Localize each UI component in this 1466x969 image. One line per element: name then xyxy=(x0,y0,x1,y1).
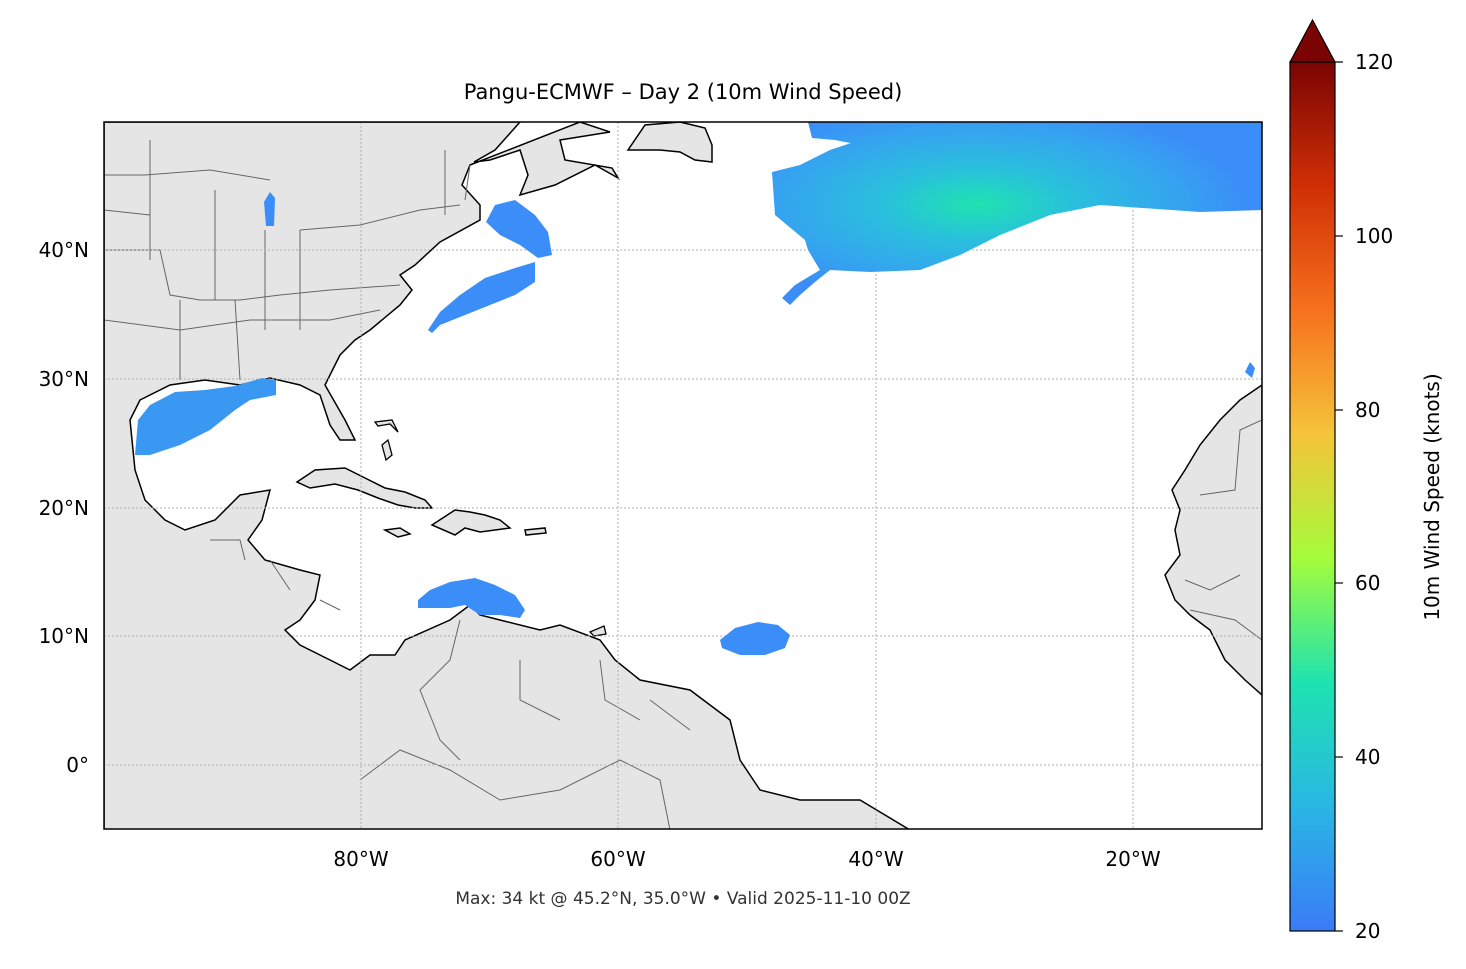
land-jamaica xyxy=(382,527,412,538)
wind-region-north-atlantic-jet xyxy=(772,122,1262,305)
colorbar-tick-100: 100 xyxy=(1355,224,1393,248)
lat-tick-0: 0° xyxy=(66,753,89,777)
colorbar-ticks xyxy=(1335,61,1343,932)
lat-tick-labels: 40°N 30°N 20°N 10°N 0° xyxy=(39,238,89,777)
colorbar-extend-arrow xyxy=(1288,18,1337,63)
wind-region-tropical-atlantic xyxy=(720,622,790,655)
land-north-america xyxy=(104,122,910,829)
wind-region-off-carolinas xyxy=(428,262,535,333)
wind-region-lake-michigan xyxy=(264,192,275,226)
colorbar-tick-labels: 20 40 60 80 100 120 xyxy=(1355,50,1393,943)
footer-caption: Max: 34 kt @ 45.2°N, 35.0°W • Valid 2025… xyxy=(455,889,910,909)
wind-fields xyxy=(135,122,1262,655)
gridlines xyxy=(104,122,1262,829)
land-bahamas xyxy=(373,419,399,462)
lon-tick-labels: 80°W 60°W 40°W 20°W xyxy=(333,847,1160,871)
colorbar-label: 10m Wind Speed (knots) xyxy=(1420,373,1444,620)
lat-tick-40n: 40°N xyxy=(39,238,89,262)
lon-tick-40w: 40°W xyxy=(848,847,903,871)
map-panel xyxy=(103,121,1263,830)
lat-tick-20n: 20°N xyxy=(39,496,89,520)
colorbar-body xyxy=(1289,61,1336,932)
land-newfoundland xyxy=(626,122,713,163)
lat-tick-30n: 30°N xyxy=(39,367,89,391)
political-borders xyxy=(104,140,1262,829)
lon-tick-20w: 20°W xyxy=(1105,847,1160,871)
map-content xyxy=(104,122,1262,829)
map-border xyxy=(103,121,1263,830)
lat-tick-10n: 10°N xyxy=(39,624,89,648)
colorbar-tick-40: 40 xyxy=(1355,745,1380,769)
wind-region-gulf-of-mexico xyxy=(135,378,276,455)
map-title: Pangu-ECMWF – Day 2 (10m Wind Speed) xyxy=(464,80,903,104)
wind-region-gulf-of-maine xyxy=(486,200,552,258)
land-trinidad xyxy=(588,625,607,637)
land-puerto-rico xyxy=(524,527,547,536)
colorbar-tick-120: 120 xyxy=(1355,50,1393,74)
lon-tick-60w: 60°W xyxy=(590,847,645,871)
wind-region-caribbean-sea xyxy=(418,578,525,618)
lon-tick-80w: 80°W xyxy=(333,847,388,871)
colorbar-tick-80: 80 xyxy=(1355,398,1380,422)
colorbar: 20 40 60 80 100 120 10m Wind Speed (knot… xyxy=(1288,18,1444,943)
colorbar-tick-20: 20 xyxy=(1355,919,1380,943)
land-hispaniola xyxy=(430,509,512,536)
colorbar-tick-60: 60 xyxy=(1355,571,1380,595)
wind-region-north-atlantic-jet-east xyxy=(1245,362,1255,378)
